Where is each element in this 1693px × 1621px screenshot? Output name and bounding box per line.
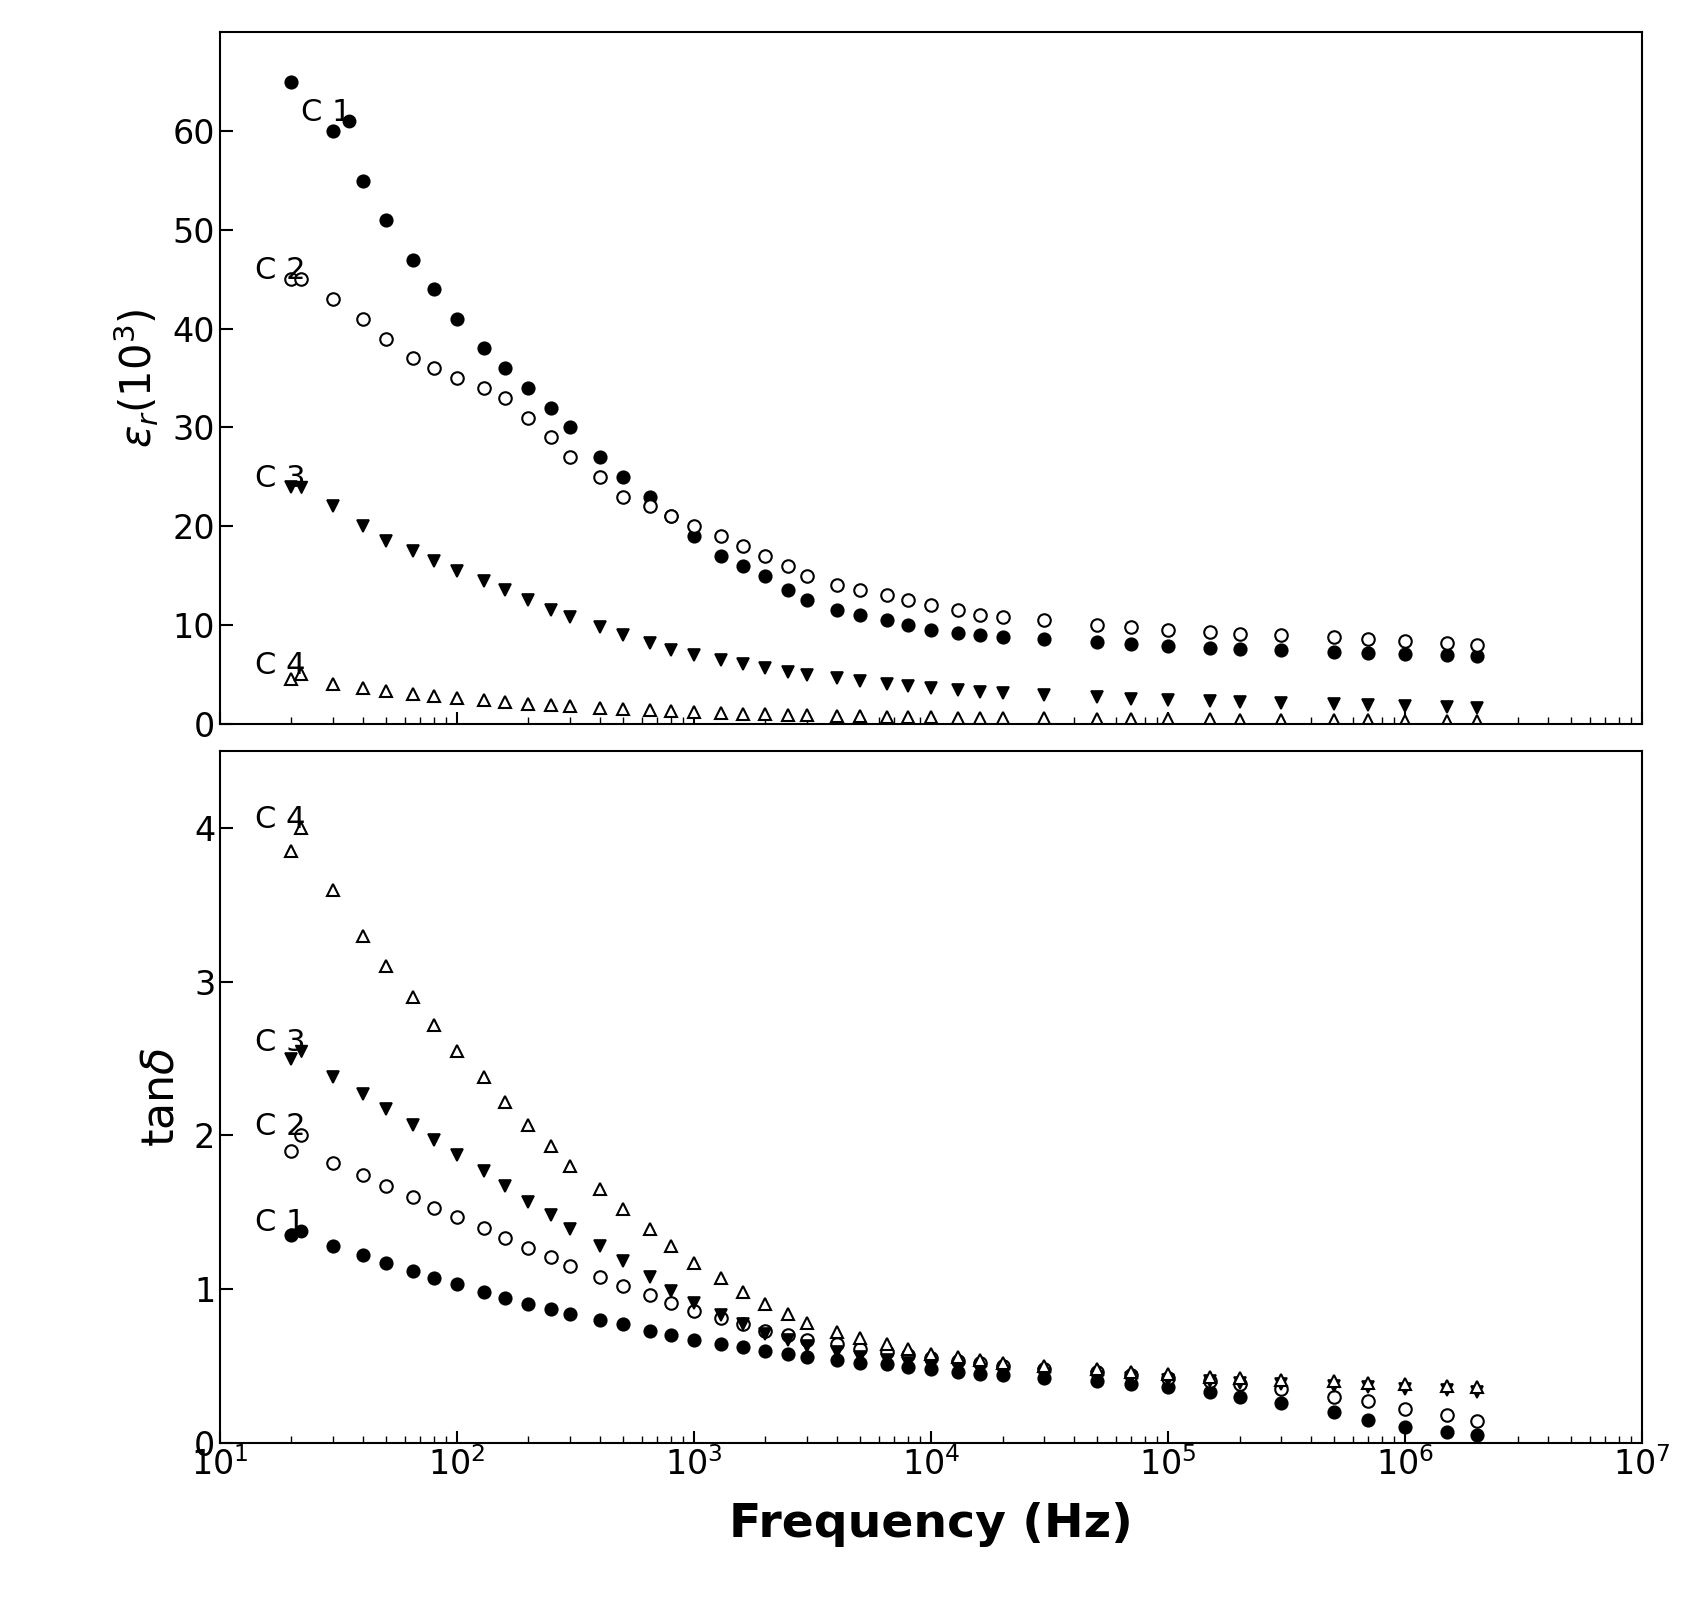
Text: C 2: C 2 — [254, 1112, 305, 1141]
Text: C 1: C 1 — [301, 99, 352, 128]
Text: C 1: C 1 — [254, 1208, 305, 1237]
Text: C 3: C 3 — [254, 1028, 305, 1057]
Text: C 3: C 3 — [254, 464, 305, 493]
Text: C 4: C 4 — [254, 806, 305, 835]
Text: C 2: C 2 — [254, 256, 305, 285]
X-axis label: Frequency (Hz): Frequency (Hz) — [730, 1501, 1133, 1546]
Text: C 4: C 4 — [254, 652, 305, 681]
Y-axis label: tan$\delta$: tan$\delta$ — [141, 1047, 183, 1148]
Y-axis label: $\varepsilon_r$($10^3$): $\varepsilon_r$($10^3$) — [112, 308, 161, 447]
